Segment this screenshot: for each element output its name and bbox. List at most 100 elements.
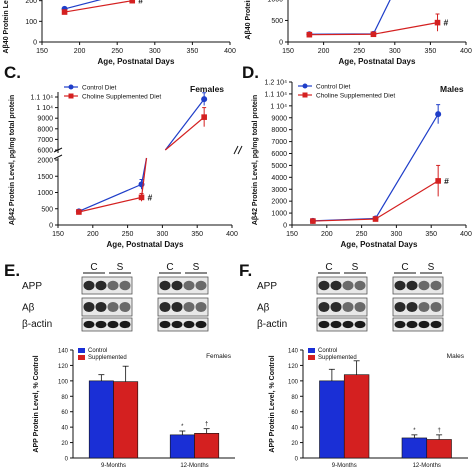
series-line <box>64 0 102 10</box>
blot-band <box>418 320 430 329</box>
blot-band <box>330 280 342 291</box>
y-tick-label: 0 <box>283 223 287 230</box>
x-tick-label: 300 <box>391 231 403 238</box>
blot-band <box>318 320 330 329</box>
bar <box>319 380 345 459</box>
y-tick-label: 1000 <box>271 211 287 218</box>
series-line <box>164 98 205 151</box>
x-tick-label: 150 <box>36 48 48 55</box>
legend-label: Supplemented <box>88 355 127 361</box>
blot-row-label: β-actin <box>22 319 52 330</box>
blot-band <box>159 280 171 291</box>
bar <box>343 374 370 459</box>
blot-band <box>318 301 330 313</box>
blot-band <box>171 320 183 329</box>
legend-label: Control <box>318 348 337 354</box>
y-tick-label: 0 <box>295 457 299 463</box>
blot-band <box>159 320 171 329</box>
blot-band <box>95 320 107 329</box>
y-tick-label: 5000 <box>271 163 287 170</box>
y-tick-label: 20 <box>291 441 298 447</box>
x-axis-title: Age, Postnatal Days <box>339 57 416 66</box>
significance-mark: * <box>413 428 416 434</box>
y-tick-label: 60 <box>291 410 298 416</box>
blot-band <box>195 301 207 313</box>
y-tick-label: 120 <box>58 364 69 370</box>
y-axis-title: Aβ40 Protein <box>245 0 252 40</box>
x-tick-label: 250 <box>111 48 123 55</box>
blot-band <box>195 320 207 329</box>
blot-frame <box>81 276 133 295</box>
blot-band <box>159 301 171 313</box>
blot-row-label: APP <box>22 281 42 292</box>
blot-frame <box>81 297 133 317</box>
y-tick-label: 500 <box>271 18 283 25</box>
data-point <box>435 111 442 118</box>
y-tick-label: 6000 <box>271 151 287 158</box>
y-tick-label: 1.1 10⁴ <box>31 95 53 102</box>
blot-frame <box>392 297 444 317</box>
y-tick-label: 0 <box>65 457 69 463</box>
series-line <box>140 157 148 198</box>
y-tick-label: 1.2 10⁴ <box>265 80 287 87</box>
series-line <box>78 196 142 213</box>
blot-group-label: C <box>90 262 97 273</box>
legend-label: Control Diet <box>82 85 117 92</box>
legend-label: Supplemented <box>318 355 357 361</box>
y-tick-label: 80 <box>291 395 298 401</box>
data-point <box>76 209 82 215</box>
data-point <box>434 19 441 26</box>
blot-frame <box>157 297 209 317</box>
y-tick-label: 120 <box>288 364 299 370</box>
data-point <box>310 218 316 224</box>
significance-mark: # <box>138 0 143 6</box>
legend-label: Control Diet <box>316 84 351 91</box>
blot-band <box>95 280 107 291</box>
x-tick-label: 350 <box>191 231 203 238</box>
y-tick-label: 8000 <box>271 127 287 134</box>
y-tick-label: 1500 <box>37 174 53 181</box>
blot-row-label: Aβ <box>257 303 270 314</box>
blot-band <box>318 280 330 291</box>
blot-band <box>330 301 342 313</box>
x-tick-label: 250 <box>122 231 134 238</box>
bar <box>169 434 195 459</box>
blot-frame <box>316 317 368 332</box>
blot-group-label: C <box>401 262 408 273</box>
blot-band <box>342 280 354 291</box>
x-tick-label: 350 <box>425 231 437 238</box>
blot-group-label: S <box>428 262 435 273</box>
series-line <box>164 116 205 151</box>
blot-group-label: S <box>117 262 124 273</box>
y-tick-label: 0 <box>279 40 283 47</box>
bar <box>113 381 139 459</box>
y-tick-label: 40 <box>291 426 298 432</box>
blot-band <box>394 320 406 329</box>
y-tick-label: 1000 <box>37 190 53 197</box>
x-axis-title: Age, Postnatal Days <box>341 240 418 249</box>
data-point <box>61 9 68 15</box>
bar <box>401 437 428 459</box>
blot-band <box>418 280 430 291</box>
y-tick-label: 6000 <box>37 148 53 155</box>
x-tick-label: 150 <box>282 48 294 55</box>
y-tick-label: 200 <box>25 0 37 5</box>
blot-frame <box>316 276 368 295</box>
y-tick-label: 20 <box>61 441 68 447</box>
blot-band <box>342 320 354 329</box>
blot-band <box>83 301 95 313</box>
series-line <box>78 183 142 212</box>
x-tick-label: 150 <box>286 231 298 238</box>
x-tick-label: 250 <box>356 231 368 238</box>
blot-band <box>83 320 95 329</box>
blot-band <box>430 301 442 313</box>
y-tick-label: 140 <box>58 349 69 355</box>
data-point <box>201 96 208 103</box>
y-axis-title: APP Protein Level, % Control <box>269 355 276 452</box>
data-point <box>435 178 441 184</box>
blot-row-label: Aβ <box>22 303 35 314</box>
panel-title: Males <box>447 353 465 360</box>
panel-title: Females <box>190 84 224 94</box>
y-axis-title: Aβ42 Protein Level, pg/mg total protein <box>252 95 259 225</box>
blot-group-label: C <box>166 262 173 273</box>
